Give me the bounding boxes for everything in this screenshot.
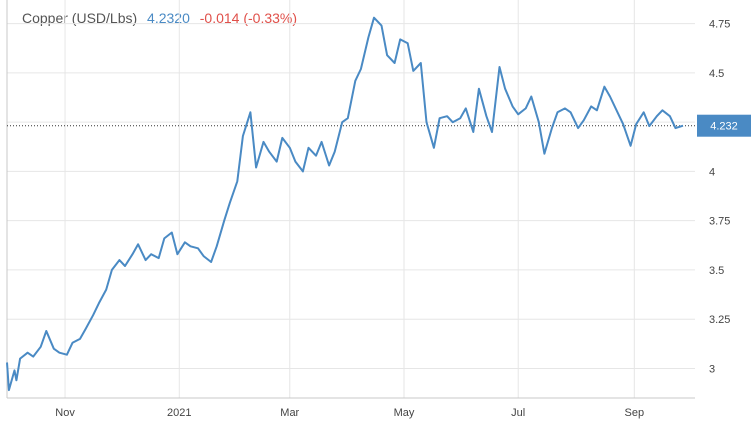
y-tick-label: 3 bbox=[709, 363, 715, 375]
x-tick-label: May bbox=[394, 407, 415, 419]
y-tick-label: 4.75 bbox=[709, 19, 730, 31]
last-price-label-box bbox=[697, 114, 751, 137]
x-tick-label: Sep bbox=[625, 407, 645, 419]
price-series-line bbox=[6, 16, 684, 392]
last-price-label: 4.232 bbox=[710, 121, 738, 133]
price-change-value: -0.014 (-0.33%) bbox=[199, 10, 298, 26]
x-tick-label: 2021 bbox=[167, 407, 191, 419]
y-tick-label: 4 bbox=[709, 166, 715, 178]
y-tick-label: 3.25 bbox=[709, 314, 730, 326]
x-tick-label: Jul bbox=[511, 407, 525, 419]
y-tick-label: 4.5 bbox=[709, 68, 724, 80]
x-tick-label: Mar bbox=[280, 407, 299, 419]
y-tick-label: 3.5 bbox=[709, 265, 724, 277]
y-tick-label: 3.75 bbox=[709, 216, 730, 228]
instrument-name: Copper (USD/Lbs) bbox=[22, 10, 138, 26]
x-tick-label: Nov bbox=[55, 407, 75, 419]
